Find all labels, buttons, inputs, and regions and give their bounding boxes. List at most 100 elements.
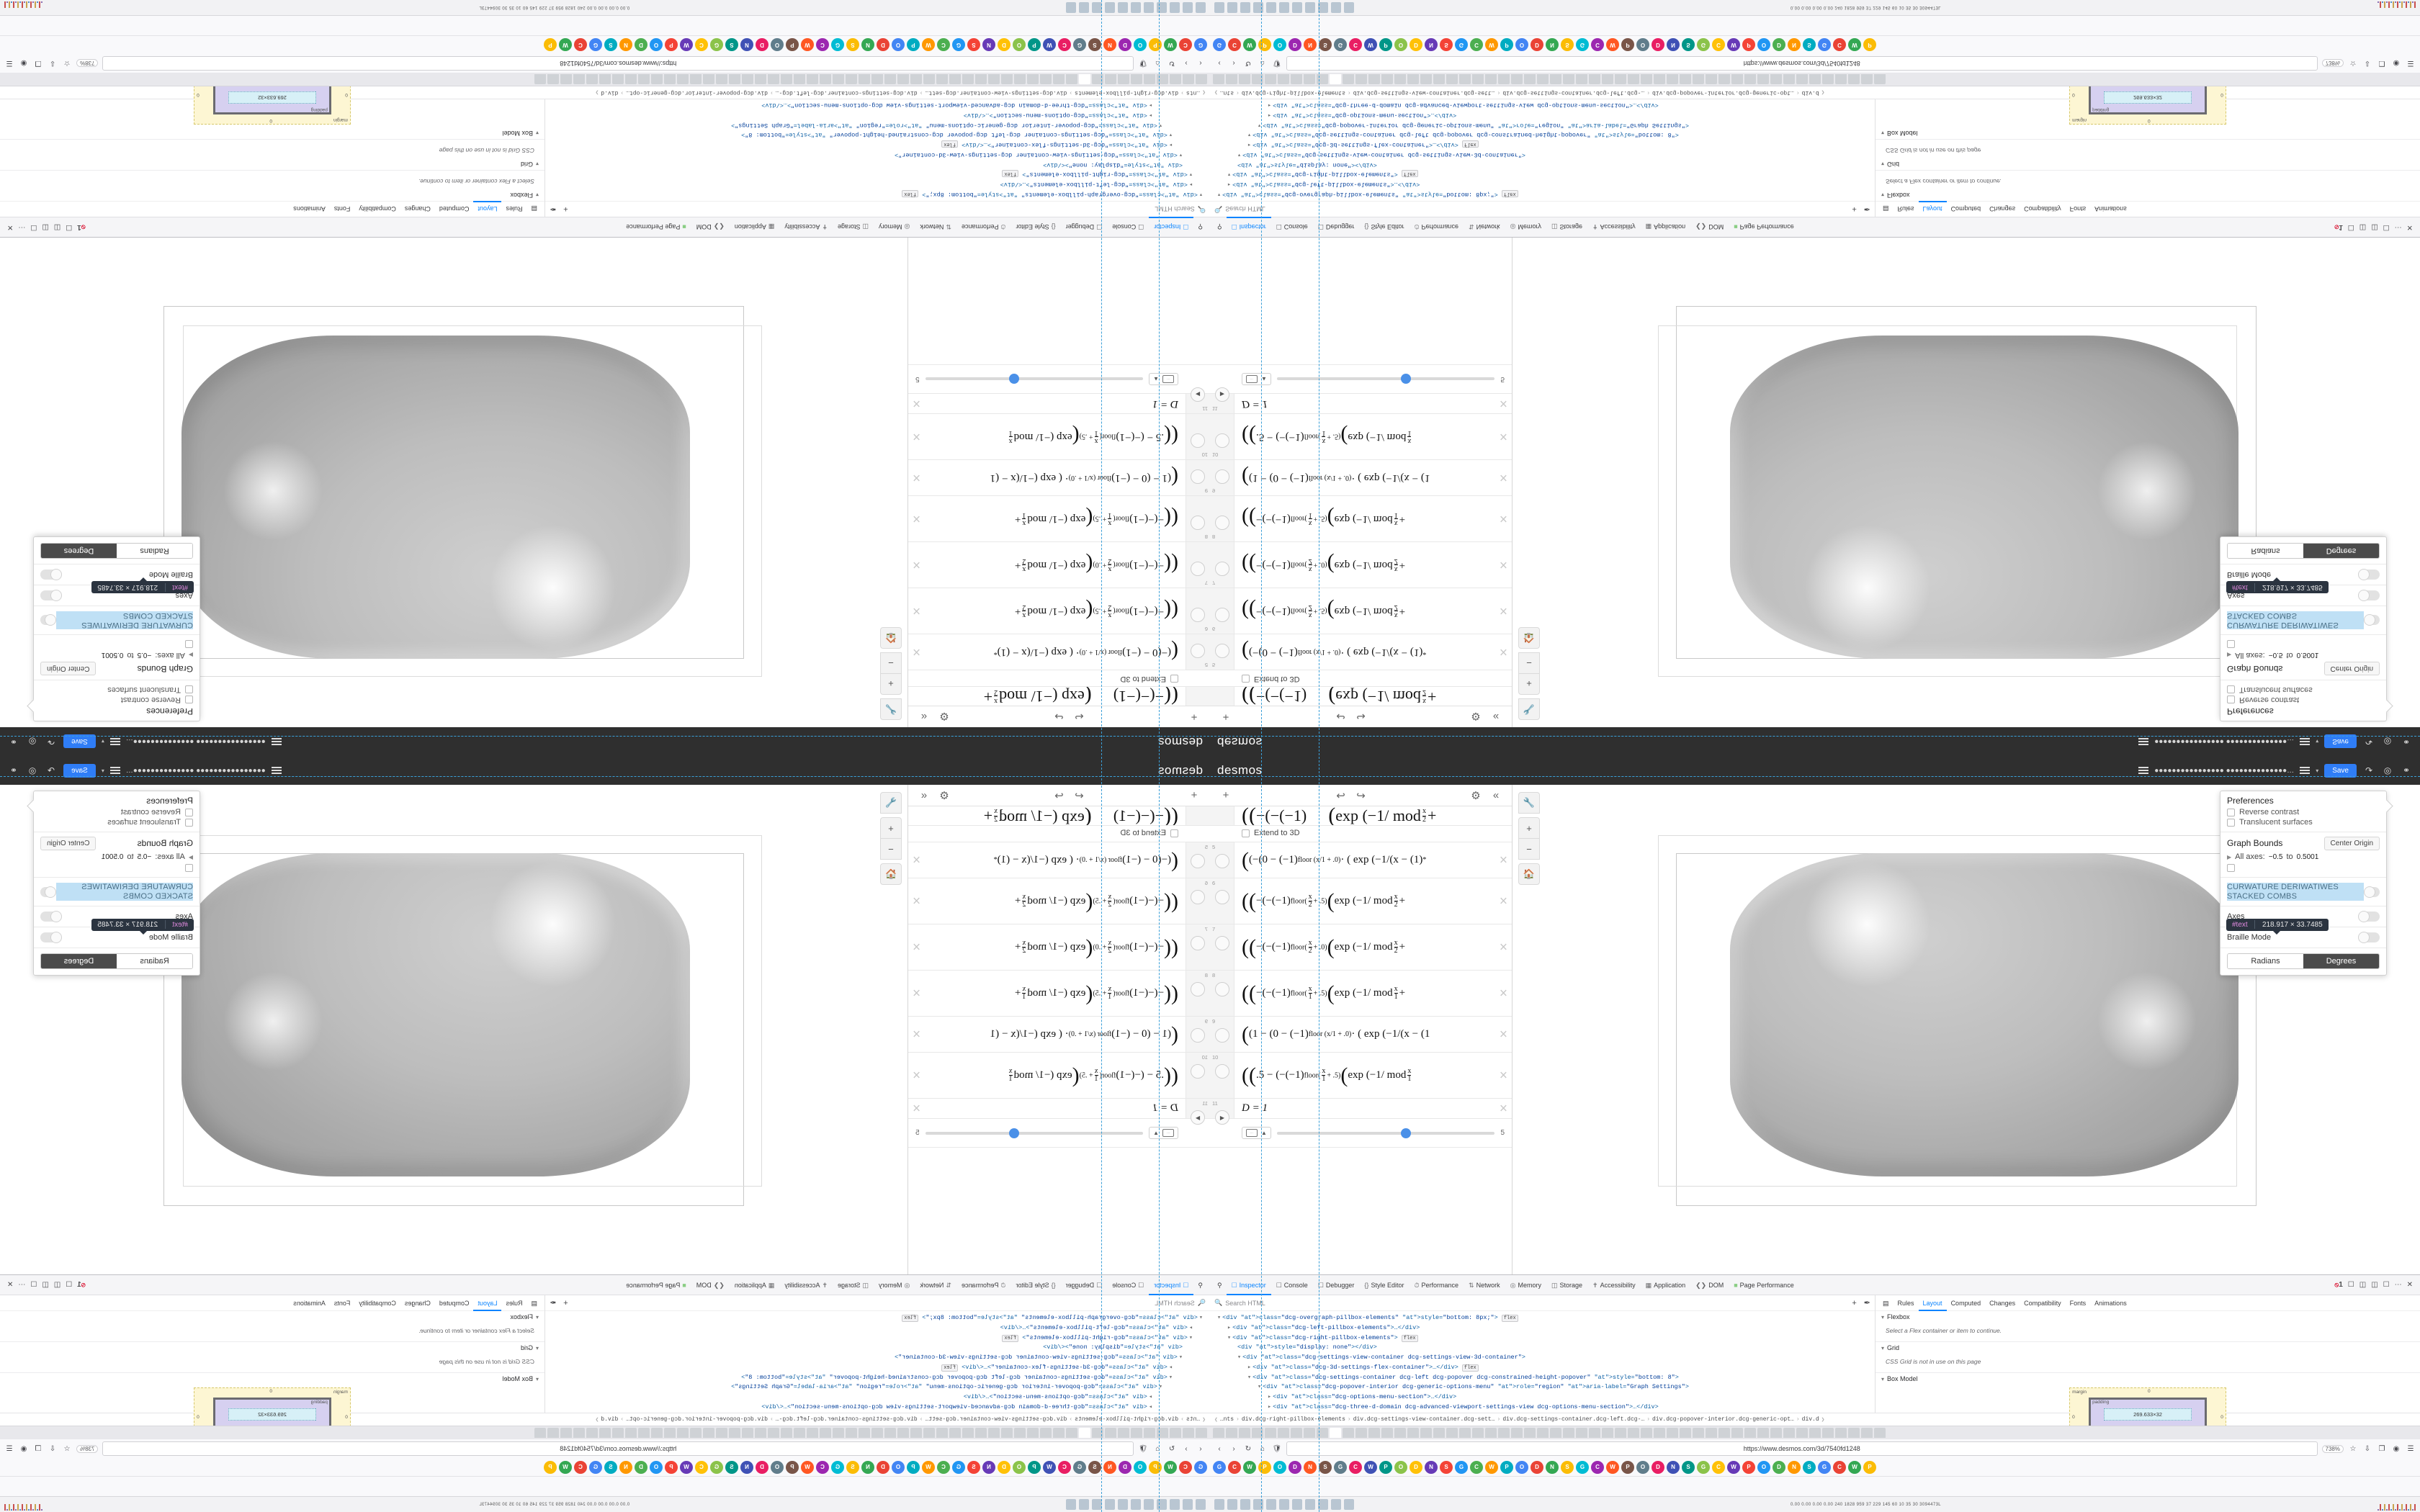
collapse-panel-icon[interactable]: « — [920, 789, 928, 801]
home-reset-icon[interactable]: 🏠 — [1518, 627, 1540, 649]
responsive-design-icon[interactable]: ☐ — [2347, 1281, 2354, 1289]
undo-icon[interactable]: ↩ — [1336, 710, 1345, 723]
browser-tab[interactable] — [1355, 1428, 1367, 1438]
browser-tab[interactable] — [1291, 74, 1302, 84]
browser-tab[interactable] — [781, 1428, 792, 1438]
delete-expression-icon[interactable]: × — [913, 1068, 921, 1083]
breadcrumb-item[interactable]: div.dcg-settings-container.dcg-left.dcg-… — [775, 89, 918, 96]
extend-to-3d-checkbox[interactable] — [1170, 675, 1178, 683]
breadcrumb-scroll-right[interactable]: ❯ — [1821, 89, 1825, 96]
bookmark-favicon[interactable]: W — [1485, 38, 1498, 52]
extend-to-3d-row[interactable]: Extend to 3D — [1210, 826, 1512, 842]
margin-left-value[interactable]: 0 — [2072, 1414, 2075, 1420]
browser-tab[interactable] — [638, 74, 650, 84]
bookmark-favicon[interactable]: D — [756, 38, 768, 52]
browser-tab[interactable] — [1014, 1428, 1026, 1438]
tab-debugger[interactable]: ☐ Debugger — [1313, 1275, 1360, 1295]
markup-search-bar[interactable]: 🔍 Search HTML + ✒ — [1210, 1295, 1875, 1311]
bookmark-favicon[interactable]: O — [1636, 1460, 1649, 1474]
browser-tab[interactable] — [1226, 74, 1237, 84]
bookmark-favicon[interactable]: N — [861, 38, 874, 52]
bookmark-favicon[interactable]: O — [1757, 1460, 1770, 1474]
bookmark-favicon[interactable]: P — [1621, 1460, 1634, 1474]
expression-color-bullet[interactable] — [1191, 854, 1205, 868]
curvature-toggle[interactable] — [40, 614, 57, 626]
bookmark-favicon[interactable]: P — [544, 38, 557, 52]
bookmark-favicon[interactable]: P — [1742, 38, 1755, 52]
browser-tab[interactable] — [1485, 1428, 1497, 1438]
flex-badge[interactable]: flex — [902, 1315, 919, 1322]
flex-badge[interactable]: flex — [1401, 1334, 1418, 1342]
bookmark-favicon[interactable]: C — [574, 38, 587, 52]
layout-panel-toggle-icon[interactable]: ▤ — [531, 1299, 537, 1307]
tab-application[interactable]: ▦ Application — [730, 217, 780, 238]
browser-tab[interactable] — [1693, 1428, 1704, 1438]
grid-header[interactable]: Grid — [1876, 1342, 2420, 1354]
home-icon[interactable]: ⌂ — [1155, 1444, 1160, 1453]
browser-tab[interactable] — [1170, 1428, 1181, 1438]
dock-bottom-icon[interactable]: ◫ — [42, 223, 49, 231]
browser-tab[interactable] — [1680, 1428, 1691, 1438]
browser-tab[interactable] — [651, 74, 663, 84]
breadcrumb-scroll-right[interactable]: ❯ — [1821, 1416, 1825, 1423]
bookmark-favicon[interactable]: C — [1470, 1460, 1483, 1474]
bookmark-favicon[interactable]: O — [1273, 38, 1286, 52]
markup-line[interactable]: ▾<div "at">class="dcg-settings-view-cont… — [1237, 150, 1525, 158]
braille-mode-toggle[interactable] — [2358, 932, 2380, 944]
bookmark-favicon[interactable]: D — [635, 1460, 647, 1474]
browser-tab[interactable] — [1667, 1428, 1678, 1438]
delete-expression-icon[interactable]: × — [1499, 603, 1507, 618]
browser-tab[interactable] — [1196, 1428, 1207, 1438]
browser-tab[interactable] — [1131, 1428, 1142, 1438]
bookmark-favicon[interactable]: G — [1697, 1460, 1710, 1474]
bookmark-star-icon[interactable]: ☆ — [2349, 59, 2357, 68]
expression-color-bullet[interactable] — [1215, 644, 1229, 658]
browser-tab[interactable] — [936, 74, 948, 84]
tab-memory[interactable]: ◎ Memory — [1505, 217, 1546, 238]
browser-tab[interactable] — [910, 1428, 922, 1438]
twisty-icon[interactable]: ▸ — [1247, 1363, 1252, 1371]
browser-tab[interactable] — [1848, 1428, 1860, 1438]
box-content-size[interactable]: 269.633×32 — [228, 1408, 316, 1421]
bookmark-favicon[interactable]: W — [559, 1460, 572, 1474]
markup-line[interactable]: ▸<div "at">class="dcg-three-d-domain dcg… — [1268, 1403, 1659, 1410]
braille-mode-toggle[interactable] — [2358, 568, 2380, 580]
tab-fonts[interactable]: Fonts — [2069, 205, 2087, 213]
graph-canvas-3d[interactable]: 🔧 + − 🏠 Preferences Reverse con — [1512, 785, 2420, 1274]
browser-tab[interactable] — [1144, 1428, 1155, 1438]
browser-tab[interactable] — [975, 1428, 987, 1438]
browser-tab[interactable] — [586, 1428, 598, 1438]
table-row[interactable]: 10 ((.5 − (−(−1) floor(x 1 + .5) (exp (−1/ … — [1210, 1053, 1512, 1099]
browser-tab[interactable] — [664, 1428, 676, 1438]
devtools-meatball-menu-icon[interactable]: ⋯ — [18, 223, 26, 231]
browser-tab[interactable] — [1654, 74, 1665, 84]
tab-fonts[interactable]: Fonts — [2069, 1299, 2087, 1307]
tab-style-editor[interactable]: {} Style Editor — [1359, 1275, 1409, 1295]
markup-line[interactable]: ▾<div "at">class="dcg-popover-interior d… — [731, 1383, 1162, 1391]
bookmark-favicon[interactable]: S — [1088, 1460, 1101, 1474]
caret-down-icon[interactable]: ▾ — [101, 767, 104, 774]
delete-expression-icon[interactable]: × — [1499, 470, 1507, 485]
taskbar-app-icon[interactable] — [1318, 2, 1328, 13]
expression-math[interactable]: ((.5 − (−(−1) floor(x 1 + .5) (exp (−1/ mod… — [1242, 1063, 1412, 1087]
expression-list[interactable]: ((−(−(−1) (exp (−1/ mod x 2 + Extend to 3D — [1210, 238, 1512, 706]
bookmark-favicon[interactable]: C — [1349, 1460, 1362, 1474]
tab-performance[interactable]: ⏱ Performance — [956, 217, 1011, 238]
reverse-contrast-row[interactable]: Reverse contrast — [40, 695, 193, 705]
expression-math[interactable]: D = 1 — [1152, 1102, 1178, 1114]
breadcrumb[interactable]: ❮ …nts › div.dcg-right-pillbox-elements › div… — [1210, 86, 2420, 99]
all-axes-min[interactable]: −0.5 — [137, 852, 152, 861]
parameter-slider[interactable] — [1276, 374, 1495, 384]
table-row[interactable]: 5 ((−(0 − (−1) floor (x/1 + .0) · ( exp (… — [908, 634, 1210, 670]
os-taskbar[interactable]: 0.00 0.00 0.00 0.00 240 1828 959 37 229 … — [1210, 1496, 2420, 1512]
table-row[interactable]: 10 ((.5 − (−(−1) floor(x 1 + .5) (exp (−1/ … — [908, 1053, 1210, 1099]
axes-toggle[interactable] — [40, 589, 62, 601]
hidden-bounds-row[interactable] — [2227, 861, 2380, 873]
expression-math[interactable]: ((−(−(−1) floor(x 2 + .0) (exp (−1/ mod x 2 + — [1014, 553, 1178, 577]
bookmark-favicon[interactable]: G — [1455, 38, 1468, 52]
bookmark-favicon[interactable]: C — [937, 1460, 950, 1474]
breadcrumb-item[interactable]: div.dcg-right-pillbox-elements — [1241, 89, 1345, 96]
tab-animations[interactable]: Animations — [293, 1299, 326, 1307]
delete-expression-icon[interactable]: × — [1499, 986, 1507, 1001]
reload-icon[interactable]: ↻ — [1168, 1444, 1175, 1453]
